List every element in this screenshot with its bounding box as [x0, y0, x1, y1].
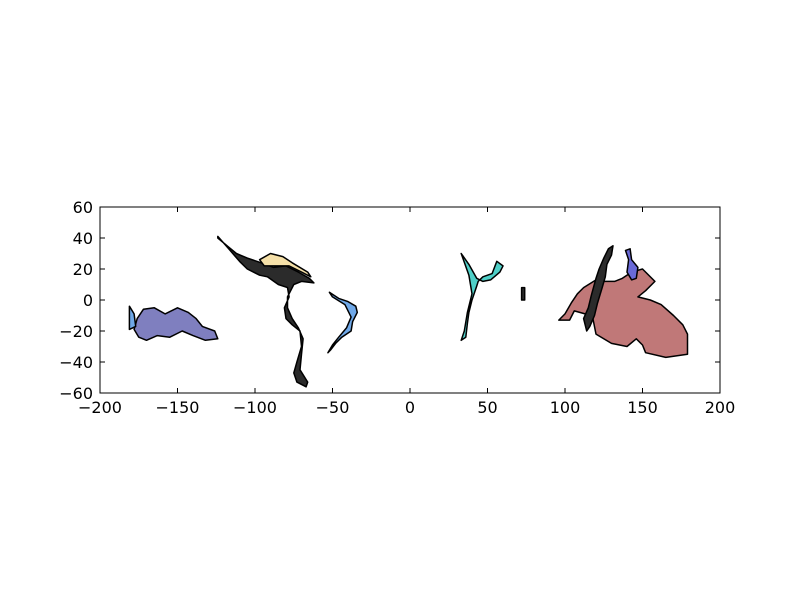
y-tick-label: −40: [59, 353, 93, 372]
region-9: [582, 245, 614, 332]
x-tick-label: 200: [705, 398, 736, 417]
y-tick-label: 20: [73, 260, 93, 279]
region-10: [624, 248, 639, 281]
x-tick-label: −150: [156, 398, 200, 417]
x-tick-label: −50: [316, 398, 350, 417]
x-tick-label: −100: [233, 398, 277, 417]
y-tick-label: 0: [83, 291, 93, 310]
region-3: [217, 235, 315, 388]
region-2: [128, 305, 137, 331]
x-tick-label: 0: [405, 398, 415, 417]
x-tick-label: 50: [477, 398, 497, 417]
y-axis: 60 40 20 0 −20 −40 −60: [59, 198, 720, 403]
y-tick-label: −60: [59, 384, 93, 403]
x-axis: −200 −150 −100 −50 0 50 100 150 200: [78, 207, 735, 417]
x-tick-label: 150: [627, 398, 658, 417]
region-layer: [128, 235, 689, 388]
y-tick-label: −20: [59, 322, 93, 341]
region-1: [133, 307, 219, 342]
y-tick-label: 40: [73, 229, 93, 248]
region-6: [460, 252, 504, 342]
region-7: [520, 286, 526, 301]
region-5: [258, 252, 312, 278]
region-4: [327, 291, 359, 354]
y-tick-label: 60: [73, 198, 93, 217]
x-tick-label: 100: [550, 398, 581, 417]
x-tick-label: −200: [78, 398, 122, 417]
